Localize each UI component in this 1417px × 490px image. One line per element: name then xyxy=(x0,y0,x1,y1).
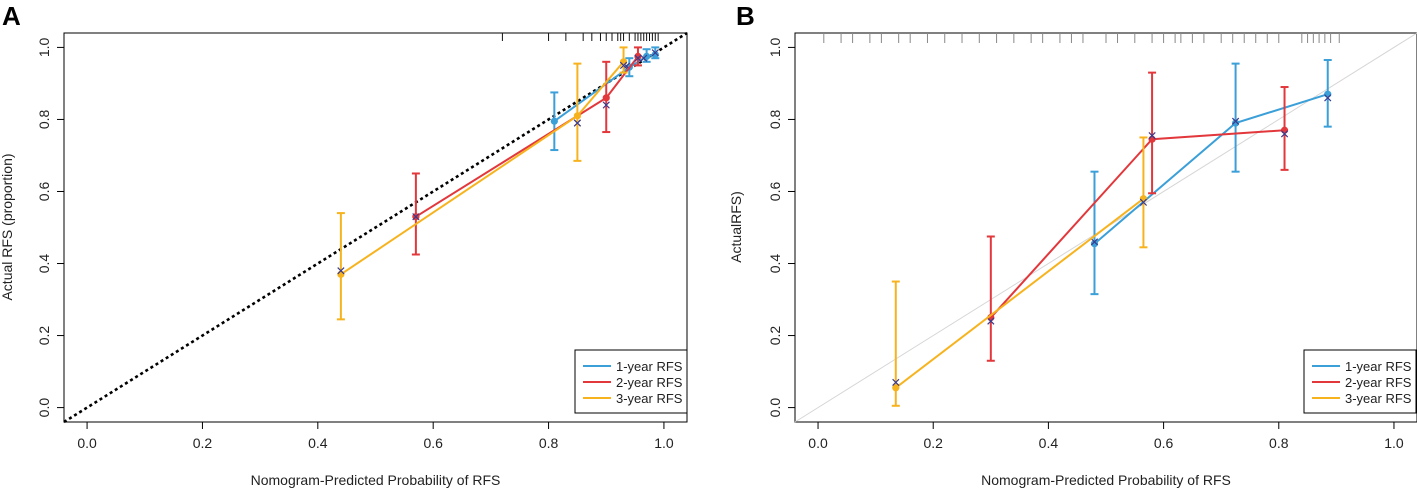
panel-a-y-axis: 0.0 0.2 0.4 0.6 0.8 1.0 xyxy=(36,37,64,417)
panel-a-x-tick-label: 0.4 xyxy=(308,435,328,451)
panel-a-series xyxy=(336,46,660,321)
panel-b-series-3-line xyxy=(895,197,1145,389)
panel-a-series-3-point xyxy=(337,270,345,278)
panel-b-rug xyxy=(823,33,1340,43)
panel-b-series-3-point xyxy=(892,384,900,392)
panel-a-series-3-line xyxy=(340,61,625,276)
panel-a-x-axis: 0.0 0.2 0.4 0.6 0.8 1.0 xyxy=(77,422,674,451)
panel-b-series-3-point xyxy=(1139,195,1148,203)
panel-a-series-2-point xyxy=(634,52,642,61)
panel-a-legend-label-3: 3-year RFS xyxy=(616,391,683,406)
panel-a-y-tick-label: 0.0 xyxy=(36,398,52,418)
panel-b-series-2-cross-mark xyxy=(1280,130,1289,138)
panel-b-series xyxy=(891,59,1332,407)
panel-b-y-tick-label: 0.2 xyxy=(767,326,783,346)
panel-b-y-tick-label: 0.6 xyxy=(767,182,783,202)
panel-a-series-2-cross-mark xyxy=(412,213,420,221)
panel-a-series-3-point xyxy=(573,112,581,120)
panel-b-legend-label-2: 2-year RFS xyxy=(1345,375,1412,390)
panel-a-series-2-line xyxy=(415,55,639,218)
panel-b-series-2-point xyxy=(1280,126,1289,134)
panel-b-x-tick-label: 0.6 xyxy=(1154,435,1174,451)
panel-a-series-1-point xyxy=(550,117,558,125)
panel-a-y-tick-label: 0.2 xyxy=(36,326,52,346)
panel-a-series-1-point xyxy=(643,52,651,61)
panel-a-y-tick-label: 1.0 xyxy=(36,37,52,57)
panel-b-x-tick-label: 0.8 xyxy=(1269,435,1289,451)
panel-b-series-1-cross-mark xyxy=(1324,94,1332,102)
panel-a-x-tick-label: 1.0 xyxy=(654,435,674,451)
panel-a-series-1-point xyxy=(651,51,659,59)
panel-b-series-2-point xyxy=(1148,135,1156,143)
panel-b-y-tick-label: 0.8 xyxy=(767,110,783,130)
panel-b-x-tick-label: 0.2 xyxy=(923,435,943,451)
panel-b-x-axis: 0.0 0.2 0.4 0.6 0.8 1.0 xyxy=(808,422,1404,451)
panel-b-y-tick-label: 0.0 xyxy=(767,398,783,418)
panel-b-letter: B xyxy=(736,1,755,31)
panel-a-y-tick-label: 0.8 xyxy=(36,110,52,130)
panel-a-legend-label-1: 1-year RFS xyxy=(616,359,683,374)
panel-b-y-tick-label: 0.4 xyxy=(767,254,783,274)
panel-b-legend: 1-year RFS 2-year RFS 3-year RFS xyxy=(1303,349,1417,414)
panel-b-series-1-point xyxy=(1231,119,1240,127)
panel-b: B 0.0 0.2 0.4 0.6 0.8 1.0 0.00.20.40.60.81.0 … xyxy=(728,1,1417,488)
panel-b-series-2-cross-mark xyxy=(1148,132,1156,140)
panel-b-series-3-cross-mark xyxy=(1139,198,1148,206)
panel-a-series-2-point xyxy=(602,94,610,102)
panel-b-y-tick-label: 1.0 xyxy=(767,37,783,57)
panel-a-x-axis-title: Nomogram-Predicted Probability of RFS xyxy=(251,472,501,488)
panel-b-series-1-cross-mark xyxy=(1231,117,1240,125)
panel-a-series-1-cross-mark xyxy=(640,54,648,62)
panel-a-y-axis-title: Actual RFS (proportion) xyxy=(0,153,15,300)
panel-a-series-1-cross-mark xyxy=(651,49,659,57)
panel-b-x-tick-label: 1.0 xyxy=(1384,435,1404,451)
panel-a-x-tick-label: 0.0 xyxy=(77,435,97,451)
panel-b-x-tick-label: 0.0 xyxy=(808,435,828,451)
panel-a: A 0.0 0.2 0.4 0.6 0.8 1.0 0.00.20.40.60.81.0 … xyxy=(0,1,688,488)
panel-a-legend: 1-year RFS 2-year RFS 3-year RFS xyxy=(574,349,688,414)
panel-a-series-3-cross-mark xyxy=(573,119,582,127)
panel-b-x-tick-label: 0.4 xyxy=(1039,435,1059,451)
panel-a-series-3-cross-mark xyxy=(619,61,628,70)
panel-a-series-3-cross-mark xyxy=(337,267,345,275)
panel-b-series-1-point xyxy=(1324,90,1332,98)
panel-b-y-axis: 0.0 0.2 0.4 0.6 0.8 1.0 xyxy=(767,37,795,417)
panel-a-letter: A xyxy=(2,1,21,31)
panel-a-series-2-cross-mark xyxy=(602,101,610,109)
panel-b-series-1-point xyxy=(1090,240,1099,248)
panel-b-series-3-cross-mark xyxy=(892,378,900,387)
panel-a-series-3-point xyxy=(619,58,628,66)
panel-a-x-tick-label: 0.8 xyxy=(539,435,559,451)
panel-a-x-tick-label: 0.2 xyxy=(193,435,213,451)
panel-a-reference-line xyxy=(63,31,688,424)
panel-b-series-2-line xyxy=(990,129,1285,319)
panel-b-legend-label-3: 3-year RFS xyxy=(1345,391,1412,406)
panel-a-ideal-diagonal xyxy=(63,31,688,424)
panel-b-series-1-line xyxy=(1093,93,1329,245)
panel-a-rug xyxy=(501,33,659,41)
panel-a-series-2-cross-mark xyxy=(634,54,642,62)
panel-a-y-tick-label: 0.6 xyxy=(36,182,52,202)
panel-b-x-axis-title: Nomogram-Predicted Probability of RFS xyxy=(981,472,1231,488)
panel-a-plot-frame xyxy=(63,32,688,423)
panel-a-x-tick-label: 0.6 xyxy=(423,435,443,451)
panel-a-y-tick-label: 0.4 xyxy=(36,254,52,274)
panel-b-legend-label-1: 1-year RFS xyxy=(1345,359,1412,374)
panel-a-legend-label-2: 2-year RFS xyxy=(616,375,683,390)
panel-b-series-2-cross-mark xyxy=(987,317,995,325)
panel-b-y-axis-title: ActualRFS) xyxy=(728,191,744,263)
panel-b-series-1-cross-mark xyxy=(1090,238,1099,246)
